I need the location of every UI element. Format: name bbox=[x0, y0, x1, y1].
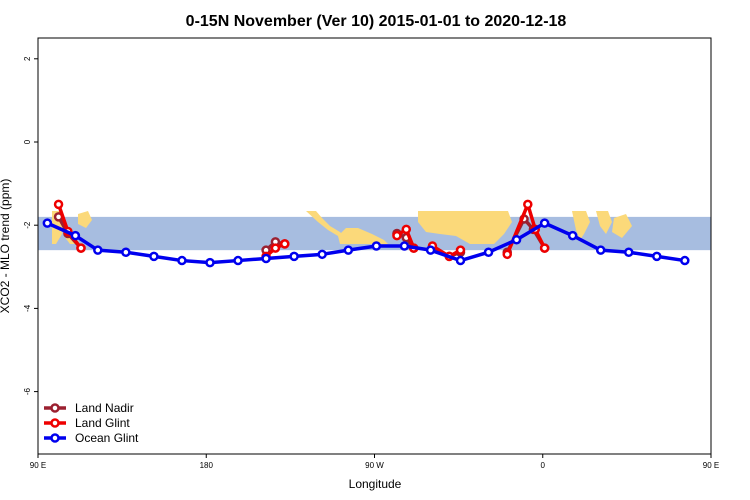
series-layer bbox=[42, 199, 690, 268]
x-tick-label: 0 bbox=[541, 461, 546, 470]
data-point-land-glint bbox=[76, 243, 86, 253]
land-indochina bbox=[596, 211, 612, 234]
data-point-ocean-glint bbox=[205, 257, 215, 268]
data-point-ocean-glint bbox=[177, 255, 187, 266]
data-point-ocean-glint bbox=[371, 241, 382, 251]
land-maritime-se-asia bbox=[612, 214, 632, 238]
land-south-america bbox=[338, 228, 388, 244]
x-tick-label: 90 W bbox=[365, 461, 384, 470]
chart-title: 0-15N November (Ver 10) 2015-01-01 to 20… bbox=[186, 13, 567, 30]
data-point-land-glint bbox=[539, 243, 550, 253]
plot-area bbox=[38, 199, 711, 268]
y-tick-label: -2 bbox=[23, 221, 32, 229]
data-point-ocean-glint bbox=[289, 251, 299, 262]
land-africa bbox=[418, 211, 512, 244]
data-point-ocean-glint bbox=[93, 245, 103, 255]
legend-marker-ocean-glint bbox=[50, 433, 60, 443]
data-point-ocean-glint bbox=[70, 230, 81, 241]
data-point-ocean-glint bbox=[261, 253, 271, 264]
x-tick-label: 90 E bbox=[30, 461, 46, 470]
y-tick-label: -6 bbox=[23, 387, 32, 395]
data-point-ocean-glint bbox=[149, 251, 159, 262]
data-point-land-glint bbox=[280, 239, 290, 249]
land-borneo bbox=[78, 211, 92, 228]
data-point-land-glint bbox=[455, 245, 466, 255]
legend-label-land-glint: Land Glint bbox=[75, 416, 130, 430]
data-point-ocean-glint bbox=[652, 251, 662, 262]
data-point-ocean-glint bbox=[455, 255, 466, 266]
data-point-land-glint bbox=[53, 199, 64, 210]
data-point-ocean-glint bbox=[511, 235, 522, 245]
data-point-ocean-glint bbox=[343, 245, 354, 255]
y-tick-label: 0 bbox=[23, 139, 32, 144]
series-ocean-glint bbox=[42, 218, 690, 268]
legend-marker-land-nadir bbox=[50, 403, 60, 413]
y-axis-label: XCO2 - MLO trend (ppm) bbox=[0, 179, 12, 314]
data-point-ocean-glint bbox=[623, 247, 634, 257]
data-point-ocean-glint bbox=[595, 245, 606, 255]
x-tick-label: 180 bbox=[200, 461, 214, 470]
legend-label-ocean-glint: Ocean Glint bbox=[75, 431, 139, 445]
land-india-south bbox=[572, 211, 590, 240]
data-point-land-glint bbox=[270, 243, 281, 253]
y-tick-label: 2 bbox=[23, 56, 32, 61]
data-point-land-glint bbox=[401, 224, 412, 235]
data-point-ocean-glint bbox=[399, 241, 410, 251]
data-point-ocean-glint bbox=[680, 255, 690, 266]
x-axis-label: Longitude bbox=[349, 477, 402, 491]
y-axis: 2 0 -2 -4 -6 bbox=[23, 56, 38, 395]
data-point-ocean-glint bbox=[483, 247, 494, 257]
data-point-land-glint bbox=[523, 199, 533, 210]
data-point-ocean-glint bbox=[425, 245, 436, 255]
series-line-land-glint bbox=[505, 202, 547, 255]
land-central-america bbox=[306, 211, 346, 238]
data-point-ocean-glint bbox=[567, 230, 578, 241]
y-tick-label: -4 bbox=[23, 304, 32, 312]
data-point-ocean-glint bbox=[121, 247, 131, 257]
data-point-ocean-glint bbox=[233, 255, 243, 266]
data-point-ocean-glint bbox=[317, 249, 327, 260]
legend-marker-land-glint bbox=[50, 418, 60, 428]
legend-label-land-nadir: Land Nadir bbox=[75, 401, 134, 415]
data-point-ocean-glint bbox=[539, 218, 550, 228]
data-point-ocean-glint bbox=[42, 218, 53, 228]
data-point-land-glint bbox=[392, 230, 402, 241]
data-point-land-glint bbox=[502, 249, 512, 260]
x-tick-label: 90 E bbox=[703, 461, 719, 470]
